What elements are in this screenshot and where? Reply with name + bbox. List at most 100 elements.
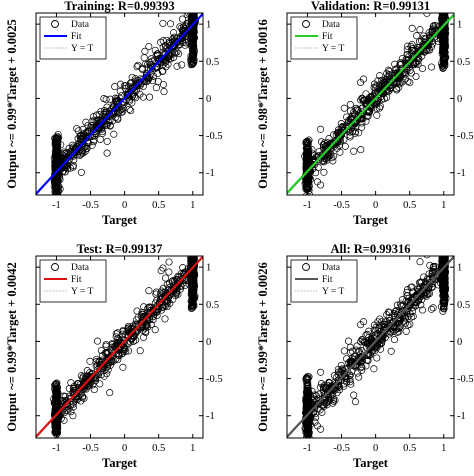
data-point [304, 416, 312, 424]
data-point [65, 144, 73, 152]
data-point [416, 283, 424, 291]
y-tick-label: 0 [206, 337, 211, 348]
data-point [351, 398, 359, 406]
data-point [96, 380, 104, 388]
data-point [408, 41, 416, 49]
x-tick-label: -1 [52, 200, 61, 211]
data-point [190, 0, 196, 3]
data-point [396, 73, 405, 81]
data-point [142, 328, 150, 337]
data-point [346, 343, 354, 351]
data-point [175, 41, 183, 49]
legend-label: Y = T [322, 44, 344, 54]
data-point [366, 101, 375, 109]
data-point [103, 137, 111, 145]
data-point [361, 96, 369, 104]
data-point [354, 369, 362, 377]
data-point [408, 24, 416, 32]
data-point [387, 347, 395, 355]
data-point [188, 271, 196, 279]
data-point [190, 246, 196, 252]
axes-frame [286, 255, 455, 439]
data-point [407, 283, 415, 291]
data-point [79, 125, 87, 133]
data-point [148, 57, 156, 65]
data-point [412, 72, 420, 81]
data-point [442, 0, 448, 3]
data-point [312, 392, 320, 400]
data-point [152, 303, 160, 311]
y-tick-label: -0.5 [457, 374, 474, 385]
data-point [426, 261, 434, 269]
data-point [191, 218, 197, 224]
data-point [441, 247, 447, 253]
data-point [380, 79, 388, 87]
data-point [69, 403, 77, 411]
data-point [52, 169, 60, 178]
data-point [442, 240, 448, 246]
data-point [189, 5, 195, 11]
data-point [152, 288, 160, 296]
data-point [427, 305, 436, 313]
data-point [441, 244, 447, 250]
data-point [338, 124, 346, 132]
data-point [103, 350, 111, 358]
data-point [398, 303, 406, 311]
data-point [319, 143, 327, 151]
data-point [189, 0, 195, 6]
legend-label: Fit [71, 275, 82, 285]
legend-marker-data [51, 20, 59, 28]
x-tick-label: 1 [441, 200, 446, 211]
x-tick-label: 0 [122, 200, 127, 211]
legend: Data Fit Y = T [39, 259, 107, 303]
data-point [439, 275, 448, 283]
fit-line [36, 13, 203, 195]
data-point [52, 158, 60, 167]
data-point [188, 34, 196, 42]
data-point [370, 326, 378, 334]
data-point [53, 386, 61, 394]
data-point [54, 191, 62, 195]
data-point [370, 365, 378, 373]
data-point [302, 407, 310, 415]
data-point [423, 275, 431, 283]
data-point [378, 86, 386, 94]
data-point [145, 287, 153, 295]
data-point [350, 391, 358, 399]
data-point [189, 248, 195, 254]
data-point [93, 337, 102, 345]
data-point [169, 42, 177, 50]
y-tick-label: -1 [206, 168, 215, 179]
data-point [427, 63, 436, 71]
data-point [364, 339, 372, 347]
data-point [440, 297, 448, 305]
data-point [440, 0, 446, 2]
data-point [325, 135, 333, 143]
data-point [187, 56, 195, 64]
axes-frame [35, 12, 204, 196]
data-point [164, 297, 172, 305]
data-point [357, 110, 365, 119]
data-point [429, 275, 437, 283]
data-point [108, 357, 116, 365]
data-point [302, 404, 310, 412]
data-point [90, 386, 98, 394]
data-point [93, 111, 101, 119]
data-point [441, 256, 449, 262]
data-point [132, 316, 141, 324]
data-point [189, 43, 197, 51]
data-point [371, 346, 379, 354]
data-point [82, 134, 90, 142]
data-point [114, 336, 122, 344]
data-point [398, 64, 406, 73]
data-point [441, 245, 447, 251]
data-point [190, 237, 196, 243]
legend-label: Y = T [71, 44, 93, 54]
data-point [189, 6, 195, 12]
data-point [190, 278, 198, 286]
legend-label: Fit [322, 32, 333, 42]
data-point [128, 92, 136, 100]
data-point [78, 382, 87, 390]
data-point [80, 381, 88, 389]
data-point [352, 358, 360, 366]
